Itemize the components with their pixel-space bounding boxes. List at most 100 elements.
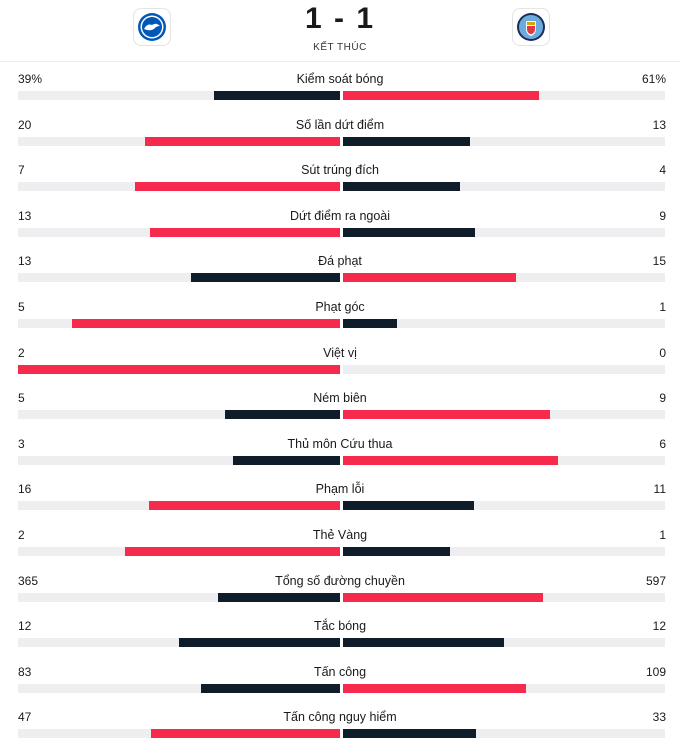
away-stat-track [343,501,665,511]
away-stat-track [343,638,665,648]
stat-row: 12 Tắc bóng 12 [0,616,680,662]
home-score: 1 [304,2,324,35]
match-header: 1 - 1 KẾT THÚC [0,0,680,62]
home-stat-track [18,638,340,648]
stat-row: 20 Số lần dứt điểm 13 [0,115,680,161]
away-stat-bar [343,592,543,602]
home-stat-track [18,136,340,146]
home-stat-track [18,683,340,693]
home-stat-value: 13 [18,208,32,223]
away-stat-value: 0 [659,345,666,360]
away-stat-bar [343,227,475,237]
home-stat-bar [149,227,340,237]
home-stat-value: 5 [18,391,25,406]
away-stat-value: 11 [653,482,666,497]
home-stat-value: 2 [18,527,25,542]
away-stat-bar [343,501,475,511]
away-stat-value: 9 [659,208,666,223]
away-stat-track [343,273,665,283]
stat-row: 5 Ném biên 9 [0,388,680,434]
stat-name: Dứt điểm ra ngoài [289,208,391,223]
away-stat-bar [343,683,526,693]
away-stat-value: 597 [645,573,666,588]
home-stat-track [18,455,340,465]
away-stat-track [343,683,665,693]
stat-row: 7 Sút trúng đích 4 [0,160,680,206]
home-stat-bar [150,729,340,739]
away-stat-value: 33 [652,710,666,725]
stat-name: Tắc bóng [313,619,367,634]
home-stat-track [18,227,340,237]
stat-row: 2 Thẻ Vàng 1 [0,525,680,571]
away-stat-value: 109 [645,664,666,679]
stat-row: 3 Thủ môn Cứu thua 6 [0,434,680,480]
away-stat-track [343,729,665,739]
stat-row: 47 Tấn công nguy hiểm 33 [0,707,680,752]
home-stat-value: 20 [18,117,32,132]
home-stat-value: 365 [18,573,39,588]
home-stat-value: 7 [18,163,25,178]
home-stat-value: 5 [18,299,25,314]
stat-name: Đá phạt [318,254,362,269]
home-stat-bar [200,683,340,693]
stats-list: 39% Kiểm soát bóng 61% 20 Số lần dứt điểm 13 7… [0,69,680,752]
away-stat-bar [343,318,397,328]
away-stat-track [343,410,665,420]
away-stat-bar [343,182,461,192]
home-stat-bar [179,638,340,648]
brighton-crest-icon [138,13,166,41]
away-stat-value: 9 [659,391,666,406]
stat-row: 83 Tấn công 109 [0,662,680,708]
home-stat-value: 13 [18,254,32,269]
away-stat-track [343,455,665,465]
home-stat-bar [71,318,340,328]
away-stat-track [343,136,665,146]
home-stat-track [18,364,340,374]
home-stat-track [18,410,340,420]
away-stat-track [343,91,665,100]
home-stat-bar [232,455,340,465]
away-stat-track [343,182,665,192]
home-stat-track [18,318,340,328]
away-stat-bar [343,273,516,283]
stat-row: 16 Phạm lỗi 11 [0,479,680,525]
away-stat-value: 4 [659,163,666,178]
home-stat-value: 12 [18,619,32,634]
home-team-crest[interactable] [133,8,171,46]
home-stat-bar [217,592,340,602]
home-stat-value: 39% [18,72,43,86]
away-stat-value: 15 [652,254,666,269]
home-stat-bar [214,91,340,100]
home-stat-value: 83 [18,664,32,679]
away-score: 1 [356,2,376,35]
away-stat-value: 6 [659,436,666,451]
home-stat-bar [18,364,340,374]
stat-row: 13 Đá phạt 15 [0,251,680,297]
home-stat-value: 16 [18,482,32,497]
stat-name: Ném biên [313,391,367,406]
home-stat-bar [149,501,340,511]
home-stat-value: 3 [18,436,25,451]
stat-name: Kiểm soát bóng [296,72,384,86]
stat-name: Tổng số đường chuyền [275,573,405,588]
stat-name: Việt vị [323,345,357,360]
away-team-crest[interactable] [512,8,550,46]
away-stat-track [343,227,665,237]
match-status: KẾT THÚC [313,42,367,53]
stat-name: Thủ môn Cứu thua [287,436,393,451]
stat-row: 39% Kiểm soát bóng 61% [0,69,680,115]
away-stat-bar [343,546,451,556]
away-stat-value: 1 [659,299,666,314]
stat-row: 365 Tổng số đường chuyền 597 [0,571,680,617]
home-stat-track [18,182,340,192]
home-stat-track [18,91,340,100]
scoreline: 1 - 1 [0,2,680,36]
home-stat-track [18,273,340,283]
home-stat-value: 47 [18,710,32,725]
away-stat-bar [343,136,470,146]
away-stat-value: 13 [652,117,666,132]
stat-name: Phạt góc [315,299,365,314]
home-stat-bar [190,273,340,283]
home-stat-value: 2 [18,345,25,360]
away-stat-value: 12 [652,619,666,634]
